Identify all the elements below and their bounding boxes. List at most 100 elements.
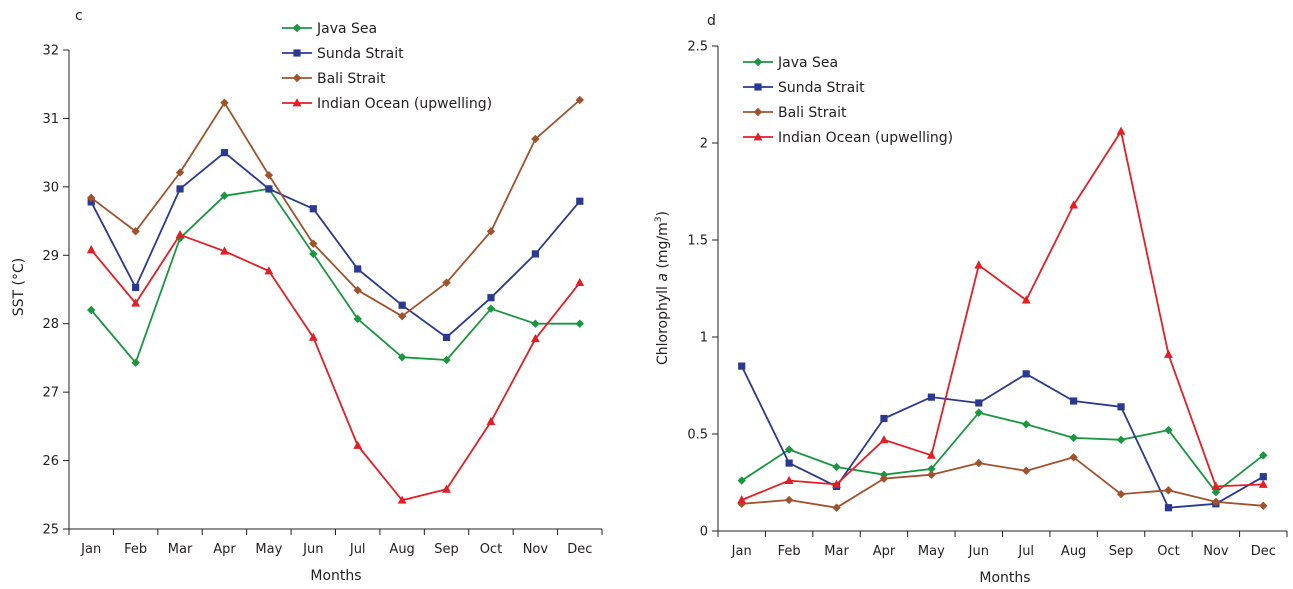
data-point-c-2-11: [575, 95, 584, 105]
data-point-c-0-9: [486, 304, 496, 313]
legend-marker-c-3: [292, 98, 302, 107]
data-point-c-3-0: [86, 245, 96, 254]
x-tick-label-d-9: Oct: [1157, 544, 1179, 559]
y-axis-label-d-italic: a: [655, 273, 671, 282]
legend-label-c-3: Indian Ocean (upwelling): [317, 96, 492, 112]
y-tick-label-d-4: 2: [700, 137, 708, 152]
y-tick-label-c-5: 30: [42, 180, 59, 195]
data-point-c-0-7: [397, 353, 407, 362]
y-axis-label-d-close: ): [655, 211, 671, 216]
data-point-c-3-4: [264, 266, 274, 275]
series-line-d-2: [741, 456, 1264, 509]
data-point-d-3-3: [879, 435, 889, 444]
data-point-d-0-6: [1022, 420, 1031, 429]
y-tick-label-c-2: 27: [42, 386, 59, 401]
data-point-c-3-10: [530, 333, 540, 343]
legend-label-d-1: Sunda Strait: [778, 80, 865, 96]
legend-label-d-0: Java Sea: [777, 55, 838, 71]
data-point-d-1-9: [1164, 504, 1173, 512]
legend-marker-c-1: [293, 49, 301, 57]
x-tick-label-d-6: Jul: [1017, 544, 1034, 559]
x-tick-label-d-4: May: [918, 544, 945, 559]
data-point-c-1-5: [309, 205, 317, 213]
x-tick-label-d-11: Dec: [1251, 544, 1276, 559]
series-line-c-3: [90, 233, 581, 502]
panel-label-c: c: [75, 8, 83, 24]
y-tick-label-c-7: 32: [42, 44, 59, 59]
data-point-d-2-9: [1164, 486, 1173, 495]
x-tick-label-d-3: Apr: [873, 544, 896, 559]
x-tick-label-d-7: Aug: [1061, 544, 1086, 559]
legend-label-d-3: Indian Ocean (upwelling): [778, 130, 953, 146]
data-point-c-3-9: [486, 416, 496, 425]
y-tick-label-d-1: 0.5: [687, 428, 708, 443]
series-line-d-0: [741, 411, 1264, 494]
x-tick-label-c-3: Apr: [213, 542, 236, 557]
data-point-c-1-4: [265, 185, 273, 193]
data-point-c-2-6: [353, 285, 362, 295]
y-tick-label-d-2: 1: [700, 331, 708, 346]
data-point-c-3-2: [175, 229, 185, 239]
data-point-d-0-2: [832, 462, 841, 472]
x-tick-label-c-6: Jul: [349, 542, 366, 557]
x-tick-label-d-0: Jan: [731, 544, 752, 559]
data-point-d-2-8: [1116, 489, 1126, 499]
data-point-d-1-8: [1117, 403, 1125, 411]
data-point-c-0-5: [309, 249, 318, 259]
x-tick-label-c-2: Mar: [168, 542, 193, 557]
data-point-c-0-10: [531, 319, 540, 328]
data-point-d-3-8: [1116, 126, 1126, 135]
y-tick-label-c-6: 31: [42, 112, 59, 127]
data-point-c-2-1: [131, 227, 140, 236]
data-point-d-3-6: [1021, 295, 1031, 304]
axes-c: 25 26 27 28 29 30 31 32 Jan Feb Mar Apr May Jun Jul Aug…: [42, 44, 603, 557]
legend-label-c-1: Sunda Strait: [317, 46, 404, 62]
data-point-d-3-4: [926, 450, 936, 459]
x-tick-label-d-2: Mar: [824, 544, 849, 559]
y-axis-label-d-sup: 3: [654, 216, 664, 222]
y-tick-label-d-0: 0: [700, 525, 708, 540]
data-point-d-1-1: [785, 459, 793, 467]
data-point-d-1-5: [975, 399, 983, 407]
data-point-c-2-5: [309, 239, 318, 248]
panel-c: c 25 26 27 28 29 30 31 32 Jan Feb Mar Apr May Jun Jul A…: [11, 8, 603, 584]
x-tick-label-d-8: Sep: [1109, 544, 1134, 559]
data-point-c-3-6: [353, 440, 363, 449]
series-c: [86, 95, 585, 504]
data-point-c-1-6: [354, 265, 362, 273]
panel-label-d: d: [707, 13, 716, 29]
x-tick-label-c-10: Nov: [523, 542, 549, 557]
data-point-c-3-1: [131, 298, 141, 307]
legend-c: Java Sea Sunda Strait Bali Strait Indian Oc…: [282, 21, 492, 112]
axes-d: 0 0.5 1 1.5 2 2.5 Jan Feb Mar Apr May Jun Jul Aug Sep O…: [687, 40, 1288, 559]
y-tick-label-c-3: 28: [42, 317, 59, 332]
data-point-d-0-10: [1211, 488, 1221, 497]
y-axis-label-d: Chlorophyll a (mg/m3): [654, 211, 671, 365]
series-line-d-1: [740, 365, 1264, 509]
data-point-d-1-7: [1070, 397, 1078, 405]
data-point-d-0-1: [784, 445, 794, 454]
legend-marker-c-0: [292, 23, 302, 33]
legend-marker-d-3: [753, 132, 763, 141]
data-point-c-2-9: [486, 227, 496, 236]
x-tick-label-c-11: Dec: [567, 542, 592, 557]
data-point-c-3-8: [442, 484, 451, 493]
data-point-d-2-5: [974, 458, 983, 468]
data-point-c-2-4: [264, 171, 274, 180]
data-point-c-0-3: [220, 191, 229, 200]
y-tick-label-c-1: 26: [42, 454, 59, 469]
data-point-d-0-7: [1069, 433, 1078, 443]
data-point-c-3-7: [397, 495, 407, 504]
data-point-c-1-10: [531, 250, 539, 258]
x-tick-label-c-5: Jun: [302, 542, 323, 557]
series-line-c-1: [90, 151, 581, 339]
x-tick-label-d-5: Jun: [968, 544, 989, 559]
y-tick-label-c-0: 25: [42, 523, 59, 538]
data-point-d-2-4: [927, 470, 936, 479]
series-line-d-3: [741, 130, 1264, 501]
x-tick-label-c-9: Oct: [480, 542, 502, 557]
y-tick-label-d-3: 1.5: [687, 234, 708, 249]
series-line-c-0: [90, 187, 580, 364]
data-point-d-1-4: [927, 393, 935, 401]
